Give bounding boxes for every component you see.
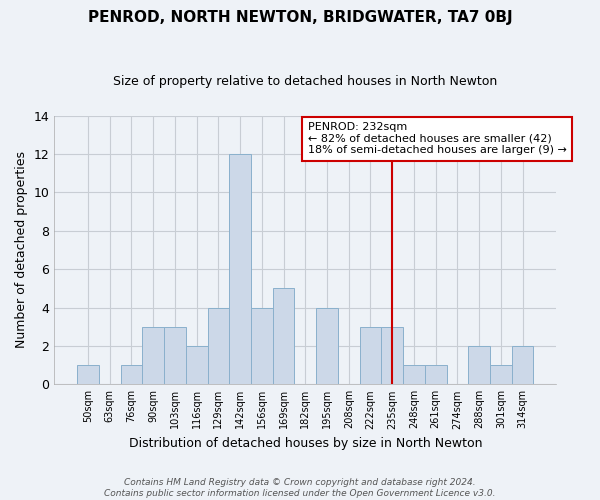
X-axis label: Distribution of detached houses by size in North Newton: Distribution of detached houses by size …	[128, 437, 482, 450]
Bar	[403, 365, 425, 384]
Bar	[142, 326, 164, 384]
Bar	[272, 288, 295, 384]
Bar	[425, 365, 446, 384]
Bar	[512, 346, 533, 385]
Title: Size of property relative to detached houses in North Newton: Size of property relative to detached ho…	[113, 75, 497, 88]
Text: Contains HM Land Registry data © Crown copyright and database right 2024.
Contai: Contains HM Land Registry data © Crown c…	[104, 478, 496, 498]
Bar	[77, 365, 99, 384]
Text: PENROD: 232sqm
← 82% of detached houses are smaller (42)
18% of semi-detached ho: PENROD: 232sqm ← 82% of detached houses …	[308, 122, 566, 156]
Bar	[251, 308, 272, 384]
Bar	[468, 346, 490, 385]
Bar	[121, 365, 142, 384]
Bar	[490, 365, 512, 384]
Bar	[359, 326, 382, 384]
Y-axis label: Number of detached properties: Number of detached properties	[15, 152, 28, 348]
Bar	[229, 154, 251, 384]
Bar	[316, 308, 338, 384]
Bar	[382, 326, 403, 384]
Bar	[208, 308, 229, 384]
Bar	[186, 346, 208, 385]
Bar	[164, 326, 186, 384]
Text: PENROD, NORTH NEWTON, BRIDGWATER, TA7 0BJ: PENROD, NORTH NEWTON, BRIDGWATER, TA7 0B…	[88, 10, 512, 25]
